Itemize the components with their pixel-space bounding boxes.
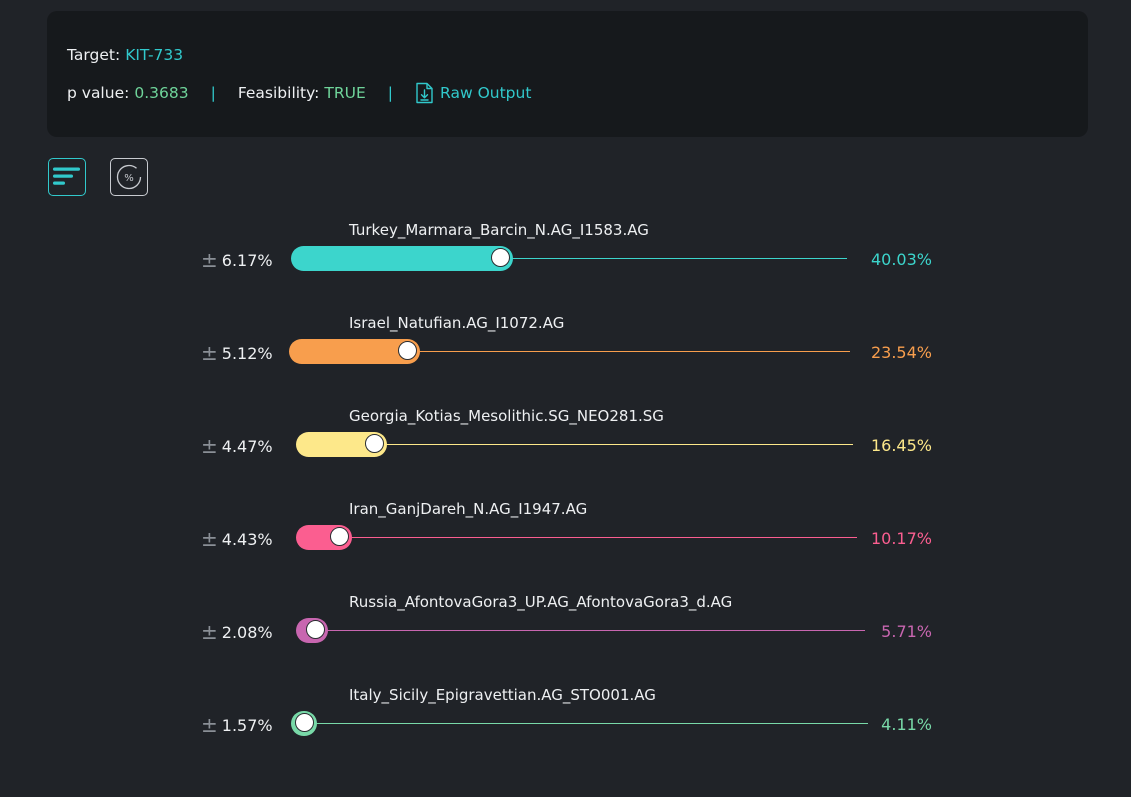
separator: | <box>387 84 394 102</box>
error-margin: ±5.12% <box>201 343 273 363</box>
error-value: 4.43% <box>221 529 273 549</box>
slider-track <box>306 537 857 538</box>
percentage-value: 5.71% <box>881 622 932 641</box>
target-line: Target: KIT-733 <box>67 46 183 64</box>
result-row: Russia_AfontovaGora3_UP.AG_AfontovaGora3… <box>0 593 1131 686</box>
plus-minus-icon: ± <box>201 527 218 551</box>
slider-handle[interactable] <box>295 713 314 732</box>
raw-output-label: Raw Output <box>440 84 532 102</box>
population-name: Georgia_Kotias_Mesolithic.SG_NEO281.SG <box>349 407 664 425</box>
results-summary-panel: Target: KIT-733 p value: 0.3683 | Feasib… <box>47 11 1088 137</box>
slider-track <box>306 444 853 445</box>
target-label: Target: <box>67 46 121 64</box>
plus-minus-icon: ± <box>201 341 218 365</box>
pvalue-label: p value: <box>67 84 130 102</box>
result-row: Georgia_Kotias_Mesolithic.SG_NEO281.SG ±4… <box>0 407 1131 500</box>
slider-track <box>301 258 847 259</box>
error-value: 2.08% <box>221 622 273 642</box>
percent-view-button[interactable]: % <box>110 158 148 196</box>
population-name: Israel_Natufian.AG_I1072.AG <box>349 314 565 332</box>
result-row: Turkey_Marmara_Barcin_N.AG_I1583.AG ±6.17… <box>0 221 1131 314</box>
plus-minus-icon: ± <box>201 248 218 272</box>
slider-track <box>306 630 865 631</box>
plus-minus-icon: ± <box>201 434 218 458</box>
raw-output-link[interactable]: Raw Output <box>415 82 531 104</box>
error-margin: ±6.17% <box>201 250 273 270</box>
result-row: Iran_GanjDareh_N.AG_I1947.AG ±4.43% 10.17% <box>0 500 1131 593</box>
percentage-value: 40.03% <box>870 250 932 269</box>
target-value: KIT-733 <box>125 46 184 64</box>
result-row: Israel_Natufian.AG_I1072.AG ±5.12% 23.54% <box>0 314 1131 407</box>
population-name: Iran_GanjDareh_N.AG_I1947.AG <box>349 500 588 518</box>
slider-track <box>299 351 850 352</box>
population-name: Turkey_Marmara_Barcin_N.AG_I1583.AG <box>349 221 649 239</box>
feasibility-label: Feasibility: <box>237 84 320 102</box>
error-value: 1.57% <box>221 715 273 735</box>
error-value: 4.47% <box>221 436 273 456</box>
slider-handle[interactable] <box>365 434 385 453</box>
percentage-value: 4.11% <box>881 715 932 734</box>
percentage-value: 16.45% <box>870 436 932 455</box>
error-value: 6.17% <box>221 250 273 270</box>
population-name: Russia_AfontovaGora3_UP.AG_AfontovaGora3… <box>349 593 733 611</box>
percent-circle-icon: % <box>116 164 142 190</box>
error-value: 5.12% <box>221 343 273 363</box>
slider-handle[interactable] <box>491 248 511 267</box>
error-margin: ±1.57% <box>201 715 273 735</box>
pvalue-value: 0.3683 <box>134 84 189 102</box>
percentage-value: 23.54% <box>870 343 932 362</box>
percentage-bar <box>291 246 514 271</box>
separator: | <box>210 84 216 102</box>
error-margin: ±2.08% <box>201 622 273 642</box>
bar-view-button[interactable] <box>48 158 86 196</box>
error-margin: ±4.47% <box>201 436 273 456</box>
percent-symbol: % <box>124 173 134 184</box>
result-row: Italy_Sicily_Epigravettian.AG_STO001.AG ±… <box>0 686 1131 779</box>
slider-track <box>301 723 868 724</box>
percentage-value: 10.17% <box>870 529 932 548</box>
slider-handle[interactable] <box>397 341 417 360</box>
slider-handle[interactable] <box>305 620 325 639</box>
stats-line: p value: 0.3683 | Feasibility: TRUE | Ra… <box>67 82 531 104</box>
slider-handle[interactable] <box>330 527 350 546</box>
file-download-icon <box>416 82 433 104</box>
plus-minus-icon: ± <box>201 620 218 644</box>
error-margin: ±4.43% <box>201 529 273 549</box>
plus-minus-icon: ± <box>201 713 218 737</box>
population-name: Italy_Sicily_Epigravettian.AG_STO001.AG <box>349 686 656 704</box>
feasibility-value: TRUE <box>324 84 366 102</box>
bar-chart-icon <box>53 167 80 185</box>
